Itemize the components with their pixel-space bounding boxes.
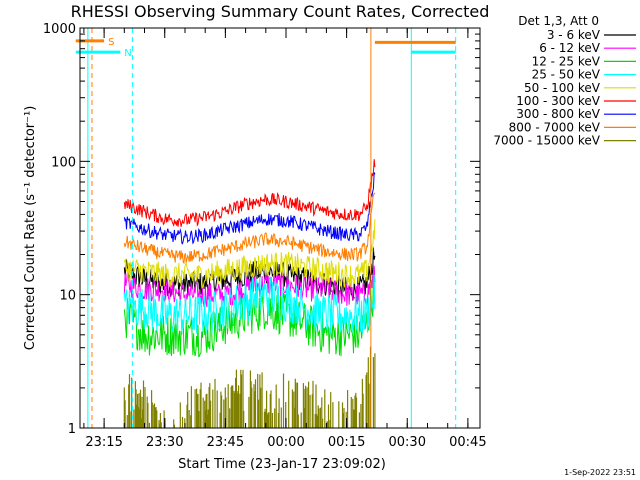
legend-label-3: 25 - 50 keV <box>532 68 601 82</box>
series-line-5 <box>123 159 376 228</box>
series-line-4 <box>123 219 376 289</box>
x-tick-label-2: 23:45 <box>207 435 244 450</box>
legend-label-6: 300 - 800 keV <box>516 107 600 121</box>
series-line-0 <box>123 247 376 302</box>
x-tick-label-4: 00:15 <box>328 435 365 450</box>
timestamp: 1-Sep-2022 23:51 <box>564 468 636 477</box>
x-axis-label: Start Time (23-Jan-17 23:09:02) <box>178 457 386 472</box>
legend-label-1: 6 - 12 keV <box>539 41 601 55</box>
legend-label-0: 3 - 6 keV <box>547 28 601 42</box>
flag-label-1: N <box>124 48 131 59</box>
flag-label-0: S <box>108 37 114 48</box>
series-bars-8 <box>123 346 376 428</box>
y-tick-label-3: 1000 <box>43 22 76 37</box>
y-tick-label-1: 10 <box>59 289 76 304</box>
legend-label-7: 800 - 7000 keV <box>509 120 601 134</box>
y-tick-label-0: 1 <box>68 422 76 437</box>
x-tick-label-5: 00:30 <box>389 435 426 450</box>
y-axis-label: Corrected Count Rate (s⁻¹ detector⁻¹) <box>23 106 38 351</box>
x-tick-label-1: 23:30 <box>146 435 183 450</box>
legend-label-2: 12 - 25 keV <box>532 54 601 68</box>
chart-title: RHESSI Observing Summary Count Rates, Co… <box>71 2 490 21</box>
plot-frame <box>79 27 481 429</box>
x-tick-label-0: 23:15 <box>85 435 122 450</box>
plot-area: SN 1 10 100 1000 23:15 23:30 23:45 00:00 00:15 00:… <box>43 22 636 450</box>
legend-label-5: 100 - 300 keV <box>516 94 600 108</box>
y-tick-label-2: 100 <box>51 155 76 170</box>
legend-label-4: 50 - 100 keV <box>524 81 601 95</box>
series-line-3 <box>123 274 376 335</box>
x-tick-label-6: 00:45 <box>449 435 486 450</box>
legend-title: Det 1,3, Att 0 <box>518 14 599 28</box>
legend-label-8: 7000 - 15000 keV <box>493 134 600 148</box>
x-tick-label-3: 00:00 <box>267 435 304 450</box>
series-line-7 <box>123 192 376 265</box>
series-line-6 <box>123 172 376 245</box>
